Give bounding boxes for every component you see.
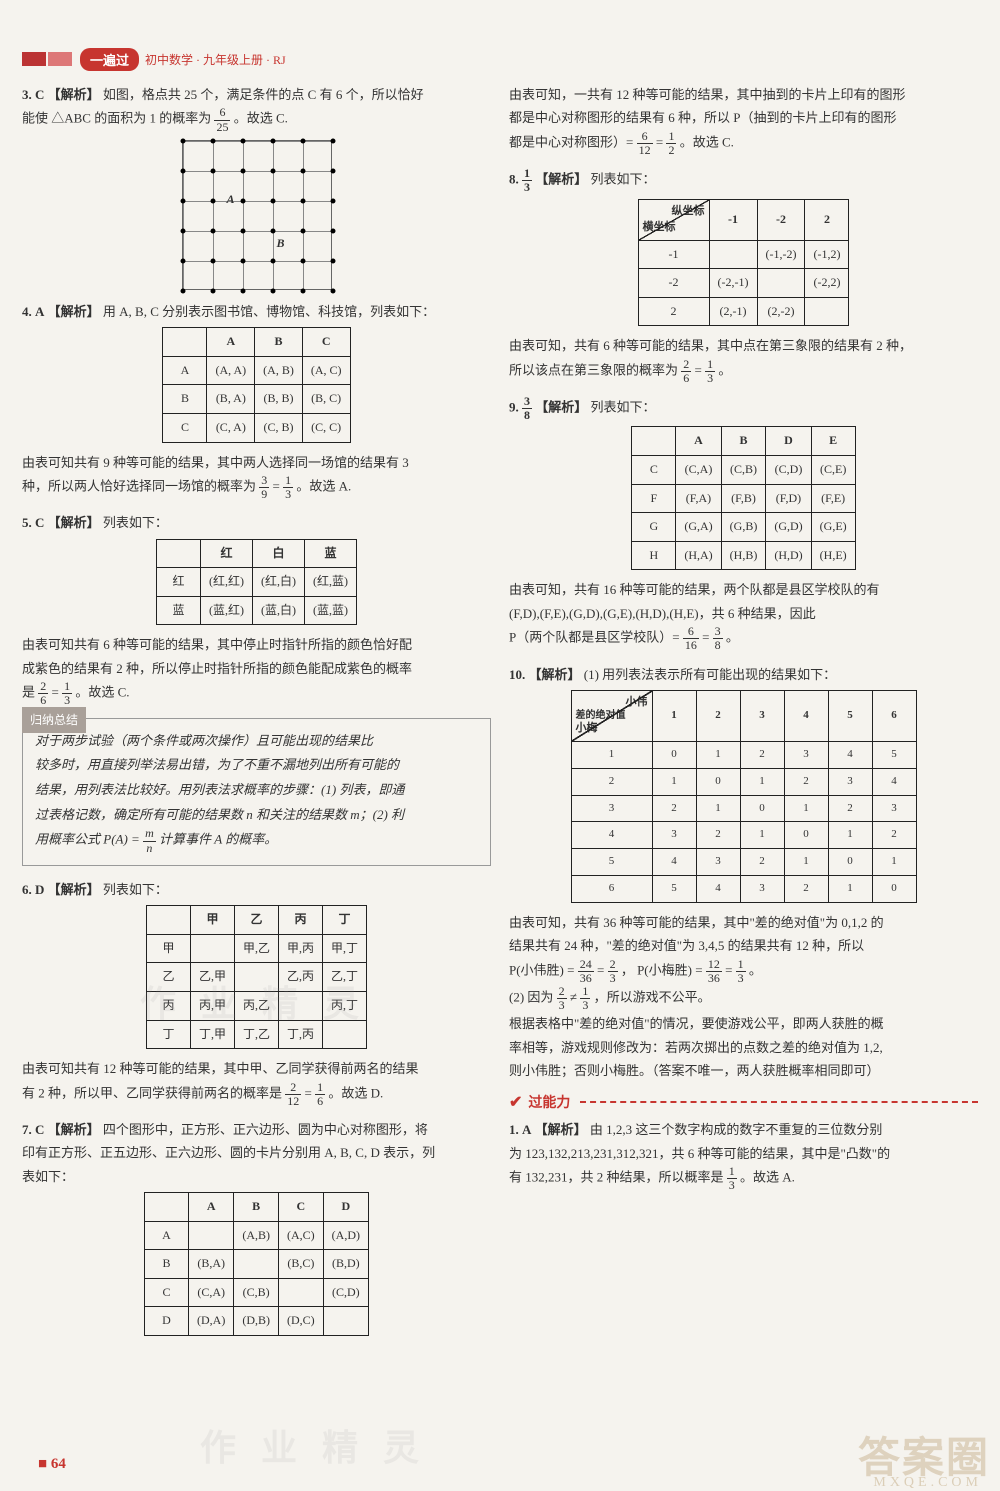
q4-text2a: 由表可知共有 9 种等可能的结果，其中两人选择同一场馆的结果有 3	[22, 455, 409, 470]
section-title: 过能力	[528, 1092, 570, 1112]
question-10: 10. 【解析】 (1) 用列表法表示所有可能出现的结果如下： 小伟差的绝对值小…	[509, 663, 978, 1083]
q4-table: ABC A(A, A)(A, B)(A, C) B(B, A)(B, B)(B,…	[162, 327, 350, 442]
q3-text1: 如图，格点共 25 个，满足条件的点 C 有 6 个，所以恰好	[103, 87, 424, 102]
question-4: 4. A 【解析】 用 A, B, C 分别表示图书馆、博物馆、科技馆，列表如下…	[22, 300, 491, 502]
q4-tag: 【解析】	[48, 304, 100, 319]
summary-box: 归纳总结 对于两步试验（两个条件或两次操作）且可能出现的结果比 较多时，用直接列…	[22, 718, 491, 866]
question-9: 9. 38 【解析】 列表如下： ABDE C(C,A)(C,B)(C,D)(C…	[509, 395, 978, 653]
q9-table: ABDE C(C,A)(C,B)(C,D)(C,E) F(F,A)(F,B)(F…	[631, 426, 855, 570]
q3-answer: C	[35, 87, 44, 102]
question-5: 5. C 【解析】 列表如下： 红白蓝 红(红,红)(红,白)(红,蓝) 蓝(蓝…	[22, 511, 491, 707]
left-column: 3. C 【解析】 如图，格点共 25 个，满足条件的点 C 有 6 个，所以恰…	[22, 83, 491, 1346]
q3-num: 3.	[22, 87, 32, 102]
question-3: 3. C 【解析】 如图，格点共 25 个，满足条件的点 C 有 6 个，所以恰…	[22, 83, 491, 290]
q3-frac: 625	[214, 106, 230, 133]
watermark-sub: MXQE.COM	[873, 1475, 982, 1491]
q3-text2: 能使 △ABC 的面积为 1 的概率为	[22, 111, 214, 126]
q4-num: 4.	[22, 304, 32, 319]
book-logo: 一遍过	[80, 48, 139, 71]
summary-title: 归纳总结	[22, 707, 86, 734]
right-column: 由表可知，一共有 12 种等可能的结果，其中抽到的卡片上印有的图形 都是中心对称…	[509, 83, 978, 1346]
ability-q1: 1. A 【解析】 由 1,2,3 这三个数字构成的数字不重复的三位数分别 为 …	[509, 1118, 978, 1192]
question-8: 8. 13 【解析】 列表如下： 纵坐标横坐标 -1-22 -1(-1,-2)(…	[509, 167, 978, 385]
q4-text1: 用 A, B, C 分别表示图书馆、博物馆、科技馆，列表如下：	[103, 304, 435, 319]
q4-answer: A	[35, 304, 44, 319]
question-7: 7. C 【解析】 四个图形中，正方形、正六边形、圆为中心对称图形，将 印有正方…	[22, 1118, 491, 1336]
q4-text2c: 。故选 A.	[296, 479, 351, 494]
q3-tag: 【解析】	[48, 87, 100, 102]
page-header: 一遍过 初中数学 · 九年级上册 · RJ	[22, 48, 978, 70]
q3-text3: 。故选 C.	[234, 111, 288, 126]
book-subtitle: 初中数学 · 九年级上册 · RJ	[145, 51, 286, 68]
faint-watermark-2: 作 业 精 灵	[200, 1419, 427, 1471]
q5-table: 红白蓝 红(红,红)(红,白)(红,蓝) 蓝(蓝,红)(蓝,白)(蓝,蓝)	[156, 539, 357, 626]
q10-table: 小伟差的绝对值小梅 123456 1012345 2101234 3210123…	[571, 690, 917, 903]
page-number: 64	[38, 1456, 66, 1473]
q7-table: ABCD A(A,B)(A,C)(A,D) B(B,A)(B,C)(B,D) C…	[144, 1192, 369, 1336]
q8-table: 纵坐标横坐标 -1-22 -1(-1,-2)(-1,2) -2(-2,-1)(-…	[638, 199, 850, 327]
faint-watermark-1: 作 业 精 灵	[140, 975, 367, 1027]
q4-text2b: 种，所以两人恰好选择同一场馆的概率为	[22, 479, 259, 494]
q3-grid-figure: A B	[182, 140, 332, 290]
header-block-1	[22, 52, 46, 66]
q7-continuation: 由表可知，一共有 12 种等可能的结果，其中抽到的卡片上印有的图形 都是中心对称…	[509, 83, 978, 157]
check-icon: ✔	[509, 1092, 522, 1112]
header-block-2	[48, 52, 72, 66]
section-ability: ✔ 过能力	[509, 1092, 978, 1112]
